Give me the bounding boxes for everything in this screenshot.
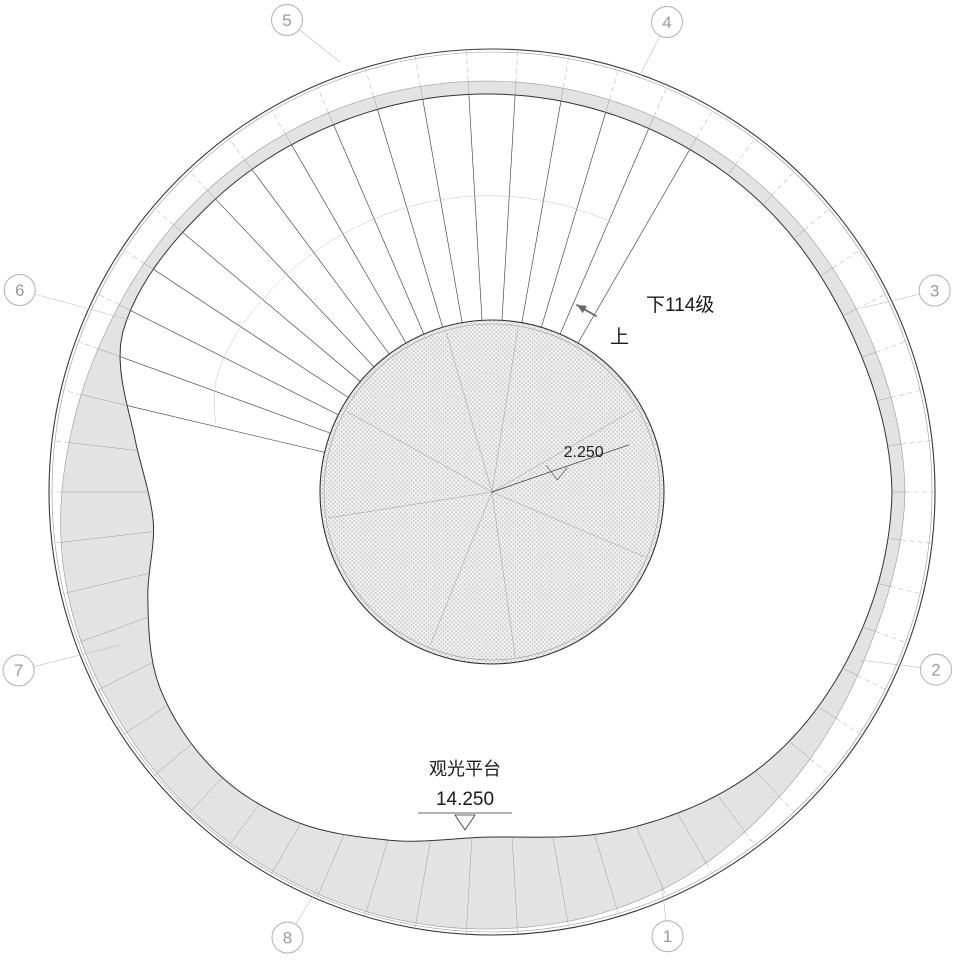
svg-text:6: 6 (15, 281, 24, 300)
svg-text:4: 4 (662, 13, 671, 32)
svg-text:观光平台: 观光平台 (429, 759, 501, 779)
svg-text:7: 7 (14, 661, 23, 680)
svg-text:2: 2 (931, 660, 940, 679)
svg-text:上: 上 (610, 326, 629, 348)
svg-text:2.250: 2.250 (564, 444, 604, 461)
svg-text:5: 5 (282, 11, 291, 30)
svg-text:8: 8 (283, 928, 292, 947)
svg-text:下114级: 下114级 (646, 294, 714, 316)
svg-text:1: 1 (663, 927, 672, 946)
svg-text:14.250: 14.250 (436, 789, 494, 810)
svg-text:3: 3 (930, 281, 939, 300)
